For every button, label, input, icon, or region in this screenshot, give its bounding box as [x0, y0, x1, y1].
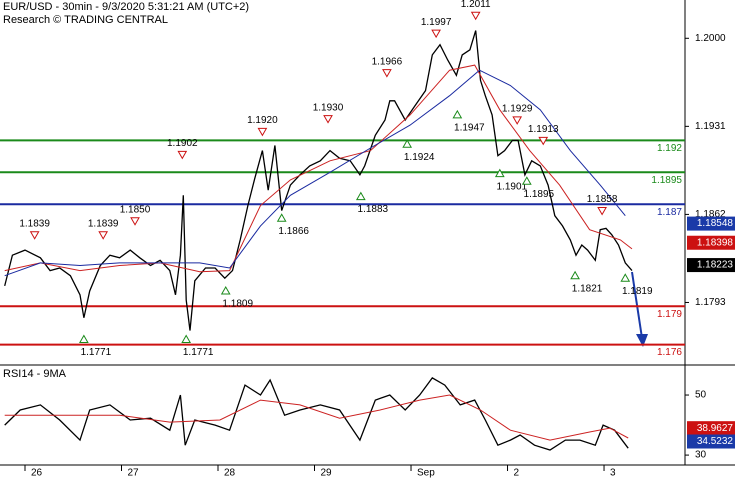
series-line [4, 69, 626, 277]
high-marker [29, 231, 40, 240]
panel-title: RSI14 - 9MA [3, 368, 67, 380]
price-badge-label: 34.5232 [697, 436, 734, 447]
low-label: 1.1866 [278, 226, 309, 237]
y-tick-label: 1.2000 [695, 33, 726, 44]
high-label: 1.1858 [587, 194, 618, 205]
forecast-arrow [631, 271, 643, 339]
price-badge-label: 1.18548 [697, 218, 734, 229]
level-label: 1.179 [657, 309, 682, 320]
high-label: 1.1929 [502, 104, 533, 115]
chart-title: EUR/USD - 30min - 9/3/2020 5:31:21 AM (U… [3, 1, 249, 13]
low-label: 1.1924 [404, 152, 435, 163]
series-line [4, 377, 629, 451]
low-marker [181, 334, 192, 344]
price-badge-label: 38.9627 [697, 423, 734, 434]
y-tick-label: 50 [695, 390, 707, 401]
low-label: 1.1883 [358, 204, 389, 215]
y-tick-label: 30 [695, 450, 707, 461]
high-marker [257, 127, 268, 137]
high-marker [323, 115, 333, 124]
x-tick-label: 3 [610, 468, 616, 479]
x-tick-label: 28 [224, 468, 236, 479]
high-marker [597, 207, 607, 216]
high-marker [431, 29, 441, 39]
high-marker [177, 150, 188, 160]
low-marker [79, 334, 89, 344]
price-badge-label: 1.18223 [697, 260, 734, 271]
low-label: 1.1771 [81, 347, 112, 358]
low-marker [570, 270, 580, 280]
price-badge [687, 258, 735, 273]
high-marker [98, 231, 109, 240]
low-label: 1.1819 [622, 286, 653, 297]
high-marker [130, 217, 140, 226]
x-tick-label: Sep [417, 468, 435, 479]
x-tick-label: 29 [321, 468, 333, 479]
high-label: 1.1913 [528, 124, 559, 135]
forecast-arrow-head [636, 334, 648, 347]
level-label: 1.176 [657, 347, 682, 358]
series-line [4, 394, 629, 441]
level-label: 1.192 [657, 143, 682, 154]
low-marker [494, 168, 505, 178]
low-label: 1.1947 [454, 123, 485, 134]
high-label: 1.1997 [421, 17, 452, 28]
chart-subtitle: Research © TRADING CENTRAL [3, 14, 168, 26]
high-label: 1.1902 [167, 138, 198, 149]
high-marker [470, 11, 481, 21]
price-badge [687, 216, 735, 231]
x-tick-label: 27 [128, 468, 140, 479]
low-label: 1.1895 [524, 189, 555, 200]
price-badge-label: 1.18398 [697, 237, 734, 248]
low-marker [620, 273, 631, 282]
price-badge [687, 421, 735, 436]
low-marker [355, 191, 366, 201]
high-label: 1.1920 [247, 115, 278, 126]
low-marker [220, 286, 231, 295]
price-badge [687, 434, 735, 449]
high-marker [512, 116, 523, 125]
low-label: 1.1901 [497, 181, 528, 192]
price-badge [687, 235, 735, 250]
high-label: 1.1839 [19, 218, 50, 229]
low-label: 1.1821 [572, 283, 603, 294]
high-label: 1.1930 [313, 102, 344, 113]
high-label: 1.1850 [120, 204, 151, 215]
high-label: 1.1839 [88, 218, 119, 229]
low-marker [402, 139, 413, 148]
low-label: 1.1809 [222, 299, 253, 310]
high-marker [382, 69, 392, 78]
low-label: 1.1771 [183, 347, 214, 358]
low-marker [521, 176, 532, 185]
y-tick-label: 1.1931 [695, 121, 726, 132]
high-marker [538, 136, 549, 146]
x-tick-label: 2 [514, 468, 520, 479]
high-label: 1.1966 [372, 56, 403, 67]
level-label: 1.187 [657, 207, 682, 218]
y-tick-label: 1.1793 [695, 297, 726, 308]
low-marker [276, 213, 287, 222]
series-line [4, 30, 633, 331]
high-label: 1.2011 [461, 0, 491, 10]
x-tick-label: 26 [31, 468, 43, 479]
y-tick-label: 1.1862 [695, 209, 726, 220]
low-marker [452, 109, 463, 119]
series-line [4, 64, 633, 273]
level-label: 1.1895 [651, 175, 682, 186]
